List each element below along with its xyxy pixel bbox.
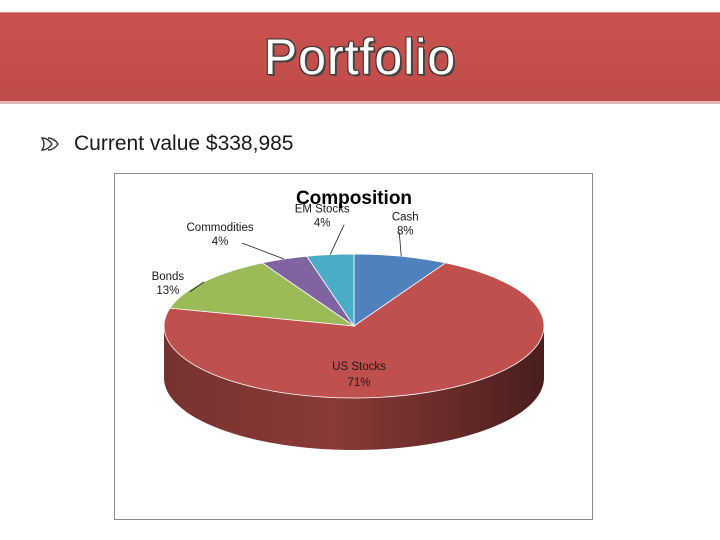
slice-label-em-stocks: EM Stocks: [295, 204, 350, 216]
slice-value-us-stocks: 71%: [347, 377, 370, 389]
current-value-text: Current value $338,985: [74, 132, 294, 155]
pie-slice-us-stocks: [163, 262, 545, 399]
slice-label-commodities: Commodities: [187, 222, 254, 234]
slice-label-cash: Cash: [392, 211, 419, 223]
title-band: [0, 12, 720, 104]
leader-line-em-stocks: [329, 224, 345, 255]
pie-top: [163, 253, 545, 399]
slice-value-em-stocks: 4%: [314, 218, 331, 230]
slice-value-bonds: 13%: [156, 285, 179, 297]
pie-slice-cash: [353, 253, 447, 327]
pie-side-us-stocks: [164, 326, 544, 450]
bullet-item: Current value $338,985: [40, 132, 294, 156]
slice-value-cash: 8%: [397, 225, 414, 237]
leader-line-bonds: [189, 281, 205, 293]
slice-labels: Cash 8% US Stocks 71% Bonds 13% Commodities 4% E…: [152, 204, 419, 389]
bullet-arrow-icon: [40, 137, 59, 151]
leader-lines: [189, 224, 402, 293]
slice-label-bonds: Bonds: [152, 271, 185, 283]
leader-line-commodities: [241, 242, 285, 260]
slice-value-commodities: 4%: [212, 236, 229, 248]
pie-slice-em-stocks: [306, 253, 355, 328]
leader-line-cash: [398, 232, 402, 257]
slide-title: Portfolio: [263, 29, 457, 85]
slice-label-us-stocks: US Stocks: [332, 361, 386, 373]
pie-slice-bonds: [169, 262, 356, 327]
pie-chart-svg: Composition Cash 8% US Stocks 71% Bonds 13% Co…: [152, 188, 545, 450]
pie-chart: Composition Cash 8% US Stocks 71% Bonds 13% Co…: [114, 173, 593, 520]
chart-title: Composition: [296, 188, 412, 209]
pie-side: [164, 326, 544, 450]
